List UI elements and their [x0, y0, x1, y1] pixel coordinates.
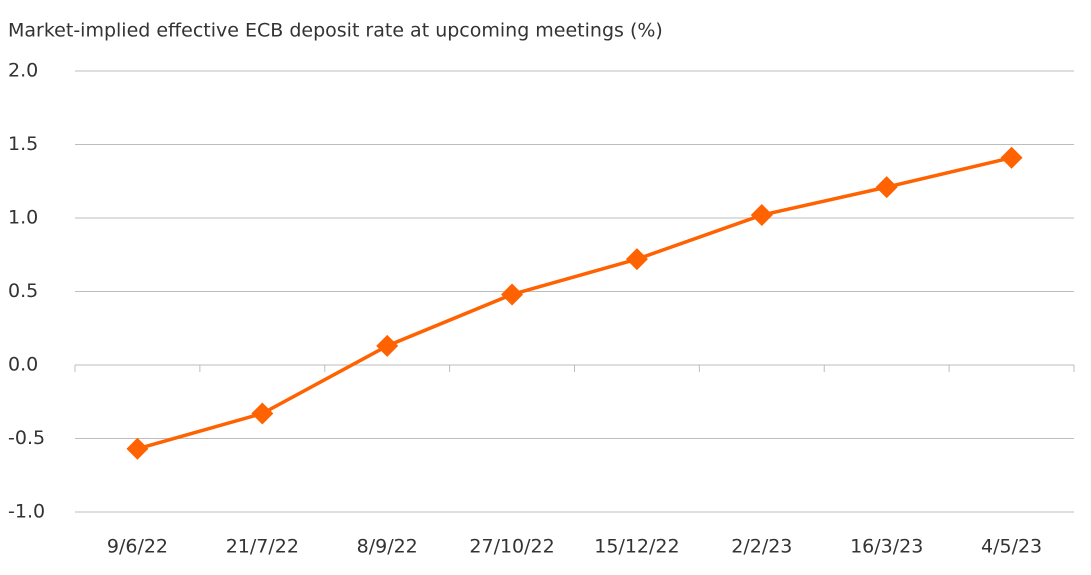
data-point: [376, 334, 399, 357]
data-point: [1000, 146, 1023, 169]
y-tick-label: 0.5: [8, 280, 38, 302]
y-tick-label: 1.5: [8, 133, 38, 155]
series-line: [136, 156, 1012, 451]
y-tick-label: 2.0: [8, 60, 38, 82]
data-point: [875, 176, 898, 199]
x-tick-label: 15/12/22: [594, 536, 679, 558]
data-point: [625, 248, 648, 271]
data-point: [126, 437, 149, 460]
x-tick-label: 4/5/23: [981, 536, 1042, 558]
y-tick-label: 0.0: [8, 354, 38, 376]
x-tick-label: 16/3/23: [850, 536, 923, 558]
x-tick-label: 27/10/22: [469, 536, 554, 558]
x-tick-label: 8/9/22: [357, 536, 418, 558]
y-tick-label: -1.0: [8, 501, 45, 523]
y-tick-label: 1.0: [8, 207, 38, 229]
x-tick-label: 21/7/22: [226, 536, 299, 558]
data-point: [501, 283, 524, 306]
data-point: [251, 402, 274, 425]
chart-title: Market-implied effective ECB deposit rat…: [8, 20, 663, 42]
data-point: [750, 204, 773, 227]
x-tick-label: 9/6/22: [107, 536, 168, 558]
x-tick-label: 2/2/23: [731, 536, 792, 558]
y-tick-label: -0.5: [8, 427, 45, 449]
